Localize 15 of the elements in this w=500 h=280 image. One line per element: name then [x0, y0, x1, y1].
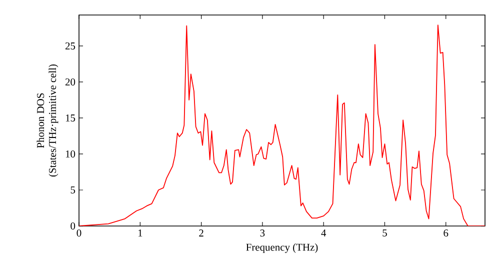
x-tick-label: 2: [199, 230, 204, 236]
y-tick-label: 15: [66, 114, 76, 122]
y-tick-label: 0: [70, 222, 76, 230]
x-tick-label: 0: [76, 230, 82, 237]
x-axis-title: Frequency (THz): [246, 243, 318, 253]
y-tick-label: 5: [70, 186, 76, 194]
x-tick-label: 4: [321, 230, 326, 236]
y-axis-title: Phonon DOS (States/THz·primitive cell): [36, 64, 58, 177]
y-tick-label: 20: [65, 78, 76, 86]
x-tick-label: 1: [138, 230, 142, 236]
y-tick-label: 10: [66, 150, 76, 158]
x-tick-label: 3: [260, 230, 265, 237]
x-tick-label: 5: [382, 230, 387, 236]
x-tick-label: 6: [444, 230, 448, 237]
y-tick-label: 25: [65, 42, 76, 50]
